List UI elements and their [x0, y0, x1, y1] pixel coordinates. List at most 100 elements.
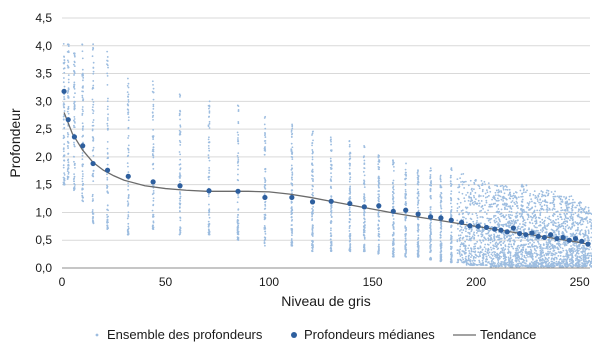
- depth-point: [501, 261, 504, 263]
- depth-point: [481, 231, 483, 234]
- depth-point: [494, 184, 496, 187]
- depth-point: [490, 257, 493, 259]
- depth-point: [363, 195, 365, 198]
- depth-point: [450, 247, 452, 250]
- depth-point: [516, 202, 519, 204]
- depth-point: [490, 253, 493, 256]
- depth-point: [550, 228, 553, 231]
- depth-point: [491, 254, 494, 257]
- legend-symbol-median-depths: [291, 332, 297, 338]
- depth-point: [512, 255, 515, 258]
- depth-point: [566, 255, 569, 257]
- depth-point: [498, 257, 501, 260]
- depth-point: [81, 112, 84, 115]
- depth-point: [363, 220, 366, 223]
- depth-point: [539, 214, 542, 217]
- y-tick-label: 1,0: [35, 205, 52, 219]
- depth-point: [515, 251, 517, 254]
- depth-point: [517, 219, 519, 222]
- depth-point: [106, 56, 109, 58]
- depth-point: [127, 232, 130, 235]
- depth-point: [377, 185, 380, 188]
- y-tick-label: 0,0: [35, 261, 52, 275]
- depth-point: [237, 138, 239, 141]
- depth-point: [509, 235, 512, 237]
- depth-point: [82, 90, 84, 93]
- depth-point: [531, 228, 533, 231]
- depth-point: [92, 70, 95, 73]
- depth-point: [579, 265, 581, 268]
- depth-point: [63, 126, 66, 129]
- depth-point: [378, 158, 380, 161]
- depth-point: [459, 234, 462, 237]
- depth-point: [487, 237, 490, 240]
- depth-point: [481, 248, 484, 251]
- depth-point: [566, 224, 569, 227]
- depth-point: [377, 190, 380, 193]
- depth-point: [536, 229, 539, 232]
- depth-point: [152, 220, 155, 223]
- depth-point: [506, 264, 508, 266]
- depth-point: [498, 234, 501, 237]
- depth-point: [330, 244, 333, 247]
- depth-point: [494, 221, 497, 224]
- depth-point: [311, 207, 313, 210]
- depth-point: [464, 225, 467, 228]
- depth-point: [475, 212, 478, 215]
- depth-point: [525, 211, 528, 214]
- depth-point: [378, 220, 381, 222]
- depth-point: [471, 259, 474, 262]
- depth-point: [518, 247, 521, 249]
- depth-point: [464, 227, 466, 230]
- depth-point: [92, 180, 95, 183]
- depth-point: [377, 168, 380, 170]
- depth-point: [404, 219, 407, 222]
- depth-point: [67, 78, 70, 81]
- depth-point: [554, 195, 557, 198]
- depth-point: [469, 191, 472, 194]
- depth-point: [491, 259, 493, 262]
- depth-point: [392, 249, 395, 252]
- depth-point: [151, 154, 154, 157]
- depth-point: [567, 203, 569, 206]
- depth-point: [557, 232, 560, 235]
- depth-point: [429, 237, 432, 240]
- depth-point: [264, 170, 267, 173]
- depth-point: [461, 192, 464, 195]
- depth-point: [526, 236, 529, 239]
- depth-point: [545, 257, 547, 260]
- depth-point: [530, 219, 533, 221]
- depth-point: [534, 256, 537, 258]
- depth-point: [533, 264, 536, 267]
- depth-point: [152, 135, 155, 137]
- depth-point: [579, 230, 582, 232]
- depth-point: [523, 188, 525, 191]
- depth-point: [312, 227, 314, 229]
- depth-point: [589, 263, 591, 266]
- depth-point: [291, 171, 294, 174]
- depth-point: [66, 145, 69, 147]
- depth-point: [573, 244, 576, 247]
- depth-point: [62, 134, 65, 137]
- depth-point: [91, 209, 94, 211]
- depth-point: [578, 204, 581, 207]
- depth-point: [508, 246, 511, 249]
- depth-point: [494, 202, 497, 205]
- depth-point: [572, 213, 575, 216]
- depth-point: [450, 190, 453, 193]
- depth-point: [575, 263, 577, 266]
- depth-point: [237, 122, 240, 125]
- depth-point: [493, 196, 496, 199]
- depth-point: [582, 253, 585, 256]
- depth-point: [501, 214, 504, 217]
- depth-point: [290, 219, 293, 222]
- depth-point: [264, 179, 267, 182]
- depth-point: [511, 263, 513, 266]
- depth-point: [568, 260, 571, 263]
- depth-point: [537, 257, 540, 259]
- depth-point: [208, 127, 211, 129]
- depth-point: [558, 244, 560, 247]
- depth-point: [290, 149, 293, 152]
- depth-point: [107, 221, 109, 224]
- depth-point: [456, 210, 459, 212]
